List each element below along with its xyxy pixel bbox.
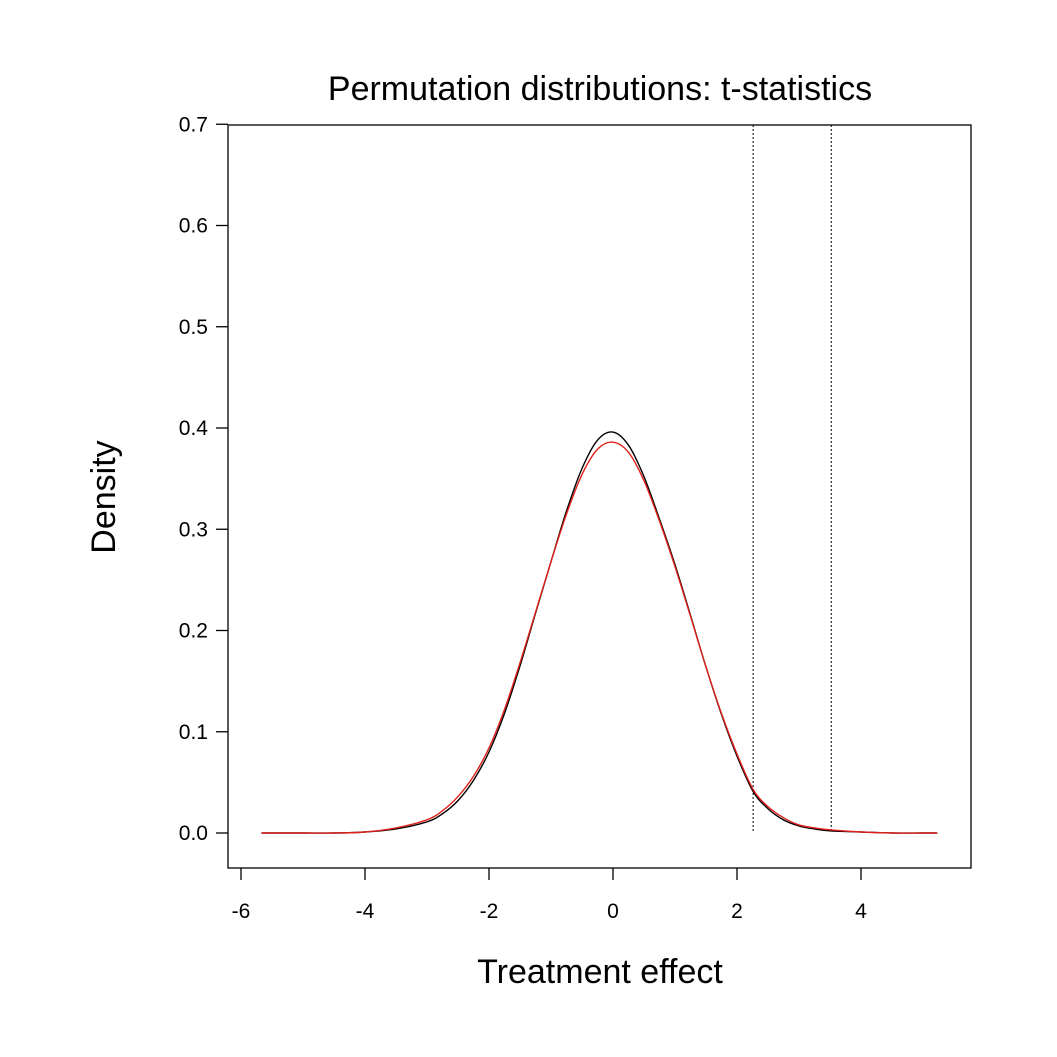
x-tick-label: -6 (232, 900, 251, 923)
y-axis-label: Density (85, 440, 123, 553)
reference-lines (752, 125, 832, 833)
series-line-red (261, 441, 938, 834)
plot-frame (227, 124, 972, 869)
x-axis-label: Treatment effect (477, 953, 723, 991)
y-tick-label: 0.7 (179, 113, 208, 136)
x-tick-label: 4 (855, 900, 867, 923)
y-axis: 0.0 0.1 0.2 0.3 0.4 0.5 0.6 0.7 (179, 113, 228, 845)
x-tick-label: 2 (731, 900, 743, 923)
y-tick-label: 0.1 (179, 721, 208, 744)
x-axis: -6 -4 -2 0 2 4 (232, 868, 867, 923)
y-tick-label: 0.2 (179, 620, 208, 643)
x-tick-label: -2 (480, 900, 499, 923)
y-tick-label: 0.0 (179, 822, 208, 845)
y-tick-label: 0.5 (179, 316, 208, 339)
y-tick-label: 0.4 (179, 417, 209, 440)
chart-title: Permutation distributions: t-statistics (328, 70, 872, 108)
x-tick-label: 0 (607, 900, 619, 923)
x-tick-label: -4 (356, 900, 375, 923)
series-line-black (261, 431, 938, 834)
density-curves (261, 431, 938, 834)
y-tick-label: 0.3 (179, 518, 208, 541)
y-tick-label: 0.6 (179, 215, 208, 238)
